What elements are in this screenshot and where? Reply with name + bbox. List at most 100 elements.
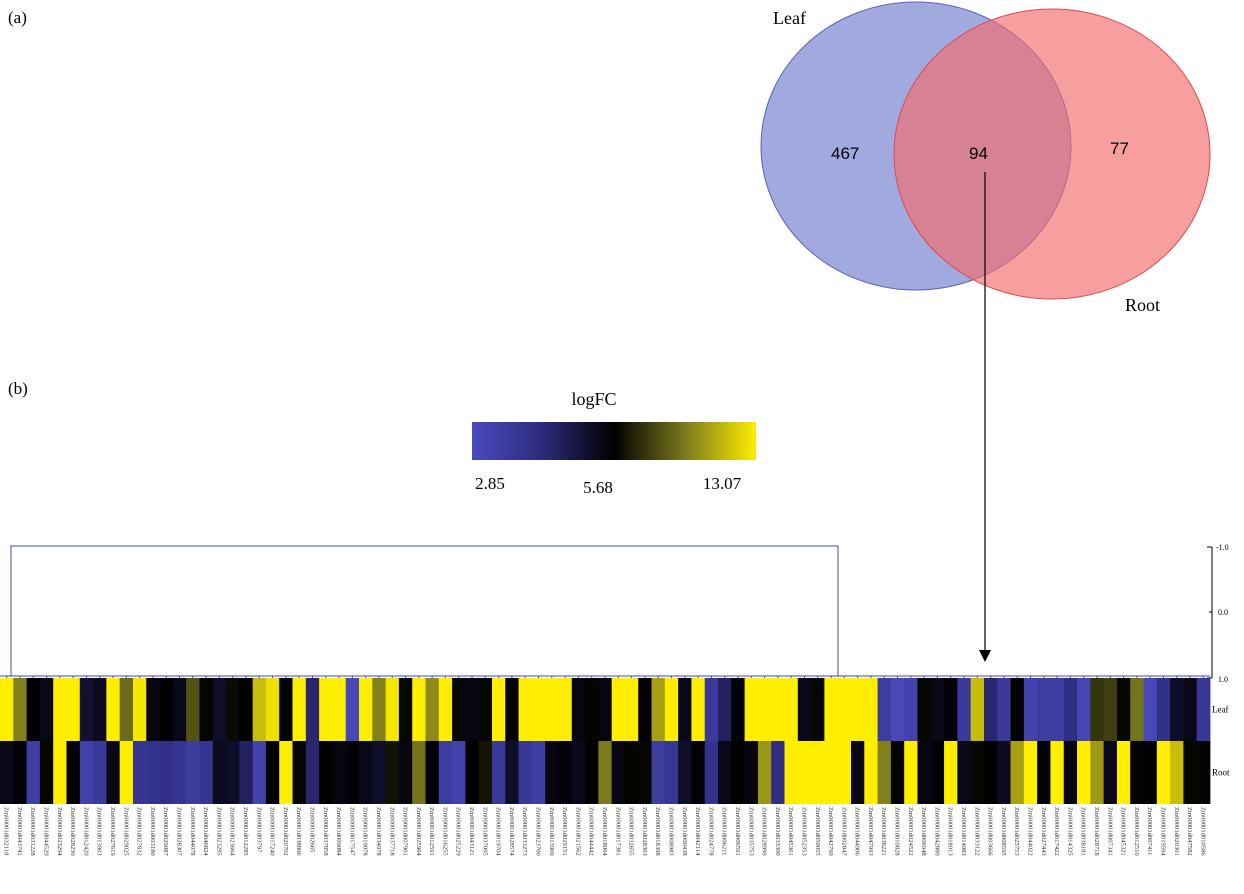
heatmap-cell-root-0 [0, 741, 14, 804]
heatmap-cell-leaf-24 [319, 678, 333, 741]
heatmap-cell-leaf-40 [531, 678, 546, 741]
gene-label: Zm00001d012510 [1133, 807, 1140, 856]
panel-b-label: (b) [8, 379, 28, 398]
gene-label: Zm00001d018913 [947, 807, 954, 856]
heatmap-cell-root-54 [718, 741, 732, 804]
heatmap-cell-root-83 [1103, 741, 1118, 804]
heatmap-cell-leaf-43 [571, 678, 586, 741]
heatmap-cell-leaf-57 [757, 678, 772, 741]
heatmap-cell-leaf-89 [1183, 678, 1198, 741]
venn-count-leaf-only: 467 [831, 144, 859, 163]
heatmap-cell-leaf-71 [944, 678, 958, 741]
heatmap-cell-root-84 [1116, 741, 1131, 804]
gene-label: Zm00001d03797 [255, 807, 262, 853]
heatmap-cell-leaf-16 [212, 678, 227, 741]
dendrogram-leaf-ticks [6, 676, 1204, 678]
gene-label: Zm00001d042114 [694, 807, 701, 856]
gene-label: Zm00001d020301 [1173, 807, 1180, 856]
heatmap-cell-root-52 [691, 741, 706, 804]
heatmap-cell-root-64 [850, 741, 865, 804]
heatmap-cell-leaf-58 [771, 678, 785, 741]
heatmap-cell-leaf-49 [651, 678, 666, 741]
gene-label: Zm00001d017240 [269, 807, 276, 856]
heatmap-cell-leaf-48 [638, 678, 652, 741]
gene-label: Zm00001d017547 [348, 807, 355, 856]
gene-label: Zm00001d032655 [628, 807, 635, 856]
gene-label: Zm00001d042799 [827, 807, 834, 856]
heatmap-column-labels: Zm00001d032118 Zm00001d043741 Zm00001d0312… [3, 807, 1207, 856]
heatmap-cell-leaf-19 [252, 678, 267, 741]
heatmap-cell-root-78 [1037, 741, 1051, 804]
gene-label: Zm00001d046824 [202, 807, 209, 856]
heatmap-cell-leaf-22 [292, 678, 307, 741]
gene-label: Zm00001d038806 [295, 807, 302, 856]
gene-label: Zm00001d044442 [588, 807, 595, 856]
heatmap-cell-root-27 [359, 741, 373, 804]
heatmap-cell-root-67 [890, 741, 905, 804]
heatmap-cell-root-58 [771, 741, 785, 804]
scale-label-bottom: 1.0 [1218, 675, 1228, 684]
gene-label: Zm00001d007341 [1106, 807, 1113, 856]
venn-circle-root [893, 8, 1211, 300]
gene-label: Zm00001d013903 [96, 807, 103, 856]
heatmap-cell-leaf-8 [106, 678, 121, 741]
heatmap-cell-leaf-6 [79, 678, 94, 741]
heatmap-cell-leaf-82 [1090, 678, 1105, 741]
heatmap-cell-root-12 [159, 741, 174, 804]
heatmap-cell-leaf-77 [1023, 678, 1038, 741]
heatmap-cell-leaf-88 [1170, 678, 1184, 741]
gene-label: Zm00001d02665 [308, 807, 315, 853]
heatmap-cell-leaf-50 [664, 678, 679, 741]
heatmap-row-labels: Leaf Root [1212, 705, 1230, 778]
legend-tick-min: 2.85 [475, 474, 505, 493]
gene-label: Zm00001d024778 [707, 807, 714, 856]
heatmap-cell-root-73 [970, 741, 985, 804]
heatmap-cell-root-81 [1077, 741, 1091, 804]
heatmap-cell-root-40 [531, 741, 546, 804]
gene-label: Zm00001d016255 [441, 807, 448, 856]
heatmap-cell-root-42 [558, 741, 573, 804]
heatmap-cell-root-36 [478, 741, 493, 804]
heatmap-cell-leaf-90 [1196, 678, 1211, 741]
gene-label: Zm00001d034978 [375, 807, 382, 856]
heatmap-cell-root-37 [491, 741, 506, 804]
heatmap-cell-root-68 [904, 741, 918, 804]
heatmap-cell-root-25 [332, 741, 347, 804]
heatmap-cell-root-71 [944, 741, 958, 804]
legend-tick-max: 13.07 [703, 474, 742, 493]
gene-label: Zm00001d017422 [1053, 807, 1060, 856]
heatmap-cell-root-80 [1063, 741, 1078, 804]
heatmap-cell-root-74 [983, 741, 998, 804]
heatmap-cell-root-28 [372, 741, 387, 804]
gene-label: Zm00001d006211 [721, 807, 728, 855]
heatmap-cell-leaf-5 [66, 678, 81, 741]
legend-title: logFC [571, 389, 616, 409]
venn-count-intersection: 94 [969, 144, 988, 163]
heatmap-cell-leaf-39 [518, 678, 533, 741]
arrow-head [979, 650, 991, 662]
gene-label: Zm00001d028230 [69, 807, 76, 856]
gene-label: Zm00001d045321 [1120, 807, 1127, 856]
heatmap-cell-root-89 [1183, 741, 1198, 804]
heatmap-cell-root-77 [1023, 741, 1038, 804]
heatmap-cell-root-2 [26, 741, 41, 804]
heatmap-cell-root-15 [199, 741, 214, 804]
gene-label: Zm00001d018398 [654, 807, 661, 856]
heatmap-cell-leaf-32 [425, 678, 440, 741]
heatmap-cell-leaf-68 [904, 678, 918, 741]
heatmap-cell-root-22 [292, 741, 307, 804]
gene-label: Zm00001d017381 [614, 807, 621, 856]
gene-label: Zm00001d028999 [761, 807, 768, 856]
gene-label: Zm00001d027443 [1040, 807, 1047, 856]
heatmap-cell-leaf-29 [385, 678, 400, 741]
heatmap-cell-leaf-11 [146, 678, 160, 741]
heatmap-cell-root-39 [518, 741, 533, 804]
heatmap-cell-root-87 [1156, 741, 1171, 804]
gene-label: Zm00001d033273 [521, 807, 528, 856]
gene-label: Zm00001d038181 [1080, 807, 1087, 856]
gene-label: Zm00001d003180 [149, 807, 156, 856]
gene-label: Zm00001d013900 [548, 807, 555, 856]
heatmap-cell-leaf-55 [731, 678, 746, 741]
heatmap-cell-leaf-76 [1010, 678, 1025, 741]
heatmap-cell-leaf-75 [997, 678, 1011, 741]
